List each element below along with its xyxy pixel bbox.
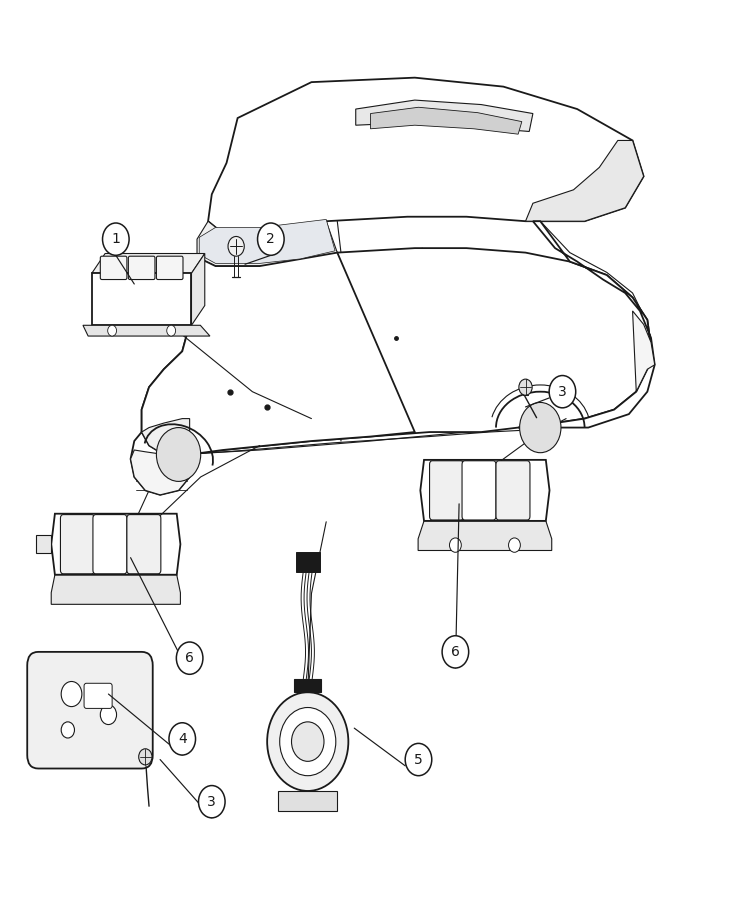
Polygon shape: [36, 536, 51, 554]
Circle shape: [169, 723, 196, 755]
Polygon shape: [370, 107, 522, 134]
FancyBboxPatch shape: [156, 256, 183, 280]
Polygon shape: [199, 220, 335, 264]
Polygon shape: [197, 221, 337, 266]
Circle shape: [62, 681, 82, 706]
Text: 4: 4: [178, 732, 187, 746]
Circle shape: [139, 749, 152, 765]
Text: 3: 3: [558, 384, 567, 399]
Polygon shape: [525, 140, 644, 221]
Text: 3: 3: [207, 795, 216, 809]
Circle shape: [405, 743, 432, 776]
Polygon shape: [92, 274, 191, 325]
Polygon shape: [518, 221, 655, 428]
FancyBboxPatch shape: [127, 515, 161, 574]
Polygon shape: [142, 248, 651, 454]
Circle shape: [102, 223, 129, 256]
Polygon shape: [130, 432, 190, 495]
Circle shape: [291, 722, 324, 761]
FancyBboxPatch shape: [100, 256, 127, 280]
Polygon shape: [142, 253, 415, 454]
FancyBboxPatch shape: [496, 461, 530, 520]
FancyBboxPatch shape: [430, 461, 464, 520]
Circle shape: [156, 428, 201, 482]
Polygon shape: [83, 325, 210, 336]
FancyBboxPatch shape: [27, 652, 153, 769]
Text: 5: 5: [414, 752, 423, 767]
FancyBboxPatch shape: [61, 515, 94, 574]
Circle shape: [519, 402, 561, 453]
Polygon shape: [278, 791, 337, 811]
Circle shape: [519, 379, 532, 395]
Circle shape: [508, 538, 520, 553]
Circle shape: [279, 707, 336, 776]
Circle shape: [199, 786, 225, 818]
Polygon shape: [208, 77, 644, 230]
Text: 6: 6: [185, 652, 194, 665]
Polygon shape: [51, 575, 180, 604]
Circle shape: [62, 722, 75, 738]
FancyBboxPatch shape: [84, 683, 112, 708]
FancyBboxPatch shape: [93, 515, 127, 574]
Circle shape: [258, 223, 284, 256]
Text: 1: 1: [111, 232, 120, 247]
Polygon shape: [418, 521, 552, 551]
Circle shape: [228, 237, 245, 256]
Polygon shape: [130, 450, 193, 495]
Polygon shape: [356, 100, 533, 131]
Polygon shape: [191, 254, 205, 325]
Text: 2: 2: [267, 232, 275, 247]
Circle shape: [100, 705, 116, 725]
FancyBboxPatch shape: [296, 553, 319, 572]
Circle shape: [107, 325, 116, 336]
Polygon shape: [633, 310, 655, 392]
FancyBboxPatch shape: [128, 256, 155, 280]
FancyBboxPatch shape: [462, 461, 496, 520]
Circle shape: [176, 642, 203, 674]
Circle shape: [268, 692, 348, 791]
Circle shape: [442, 635, 469, 668]
Text: 6: 6: [451, 645, 460, 659]
Polygon shape: [92, 254, 205, 274]
Circle shape: [549, 375, 576, 408]
Circle shape: [450, 538, 462, 553]
Circle shape: [167, 325, 176, 336]
Polygon shape: [142, 418, 190, 454]
Polygon shape: [294, 679, 321, 692]
